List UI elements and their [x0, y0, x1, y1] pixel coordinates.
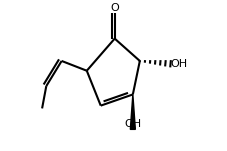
- Text: OH: OH: [124, 119, 141, 129]
- Text: O: O: [110, 3, 118, 13]
- Text: OH: OH: [170, 59, 187, 69]
- Polygon shape: [130, 95, 135, 129]
